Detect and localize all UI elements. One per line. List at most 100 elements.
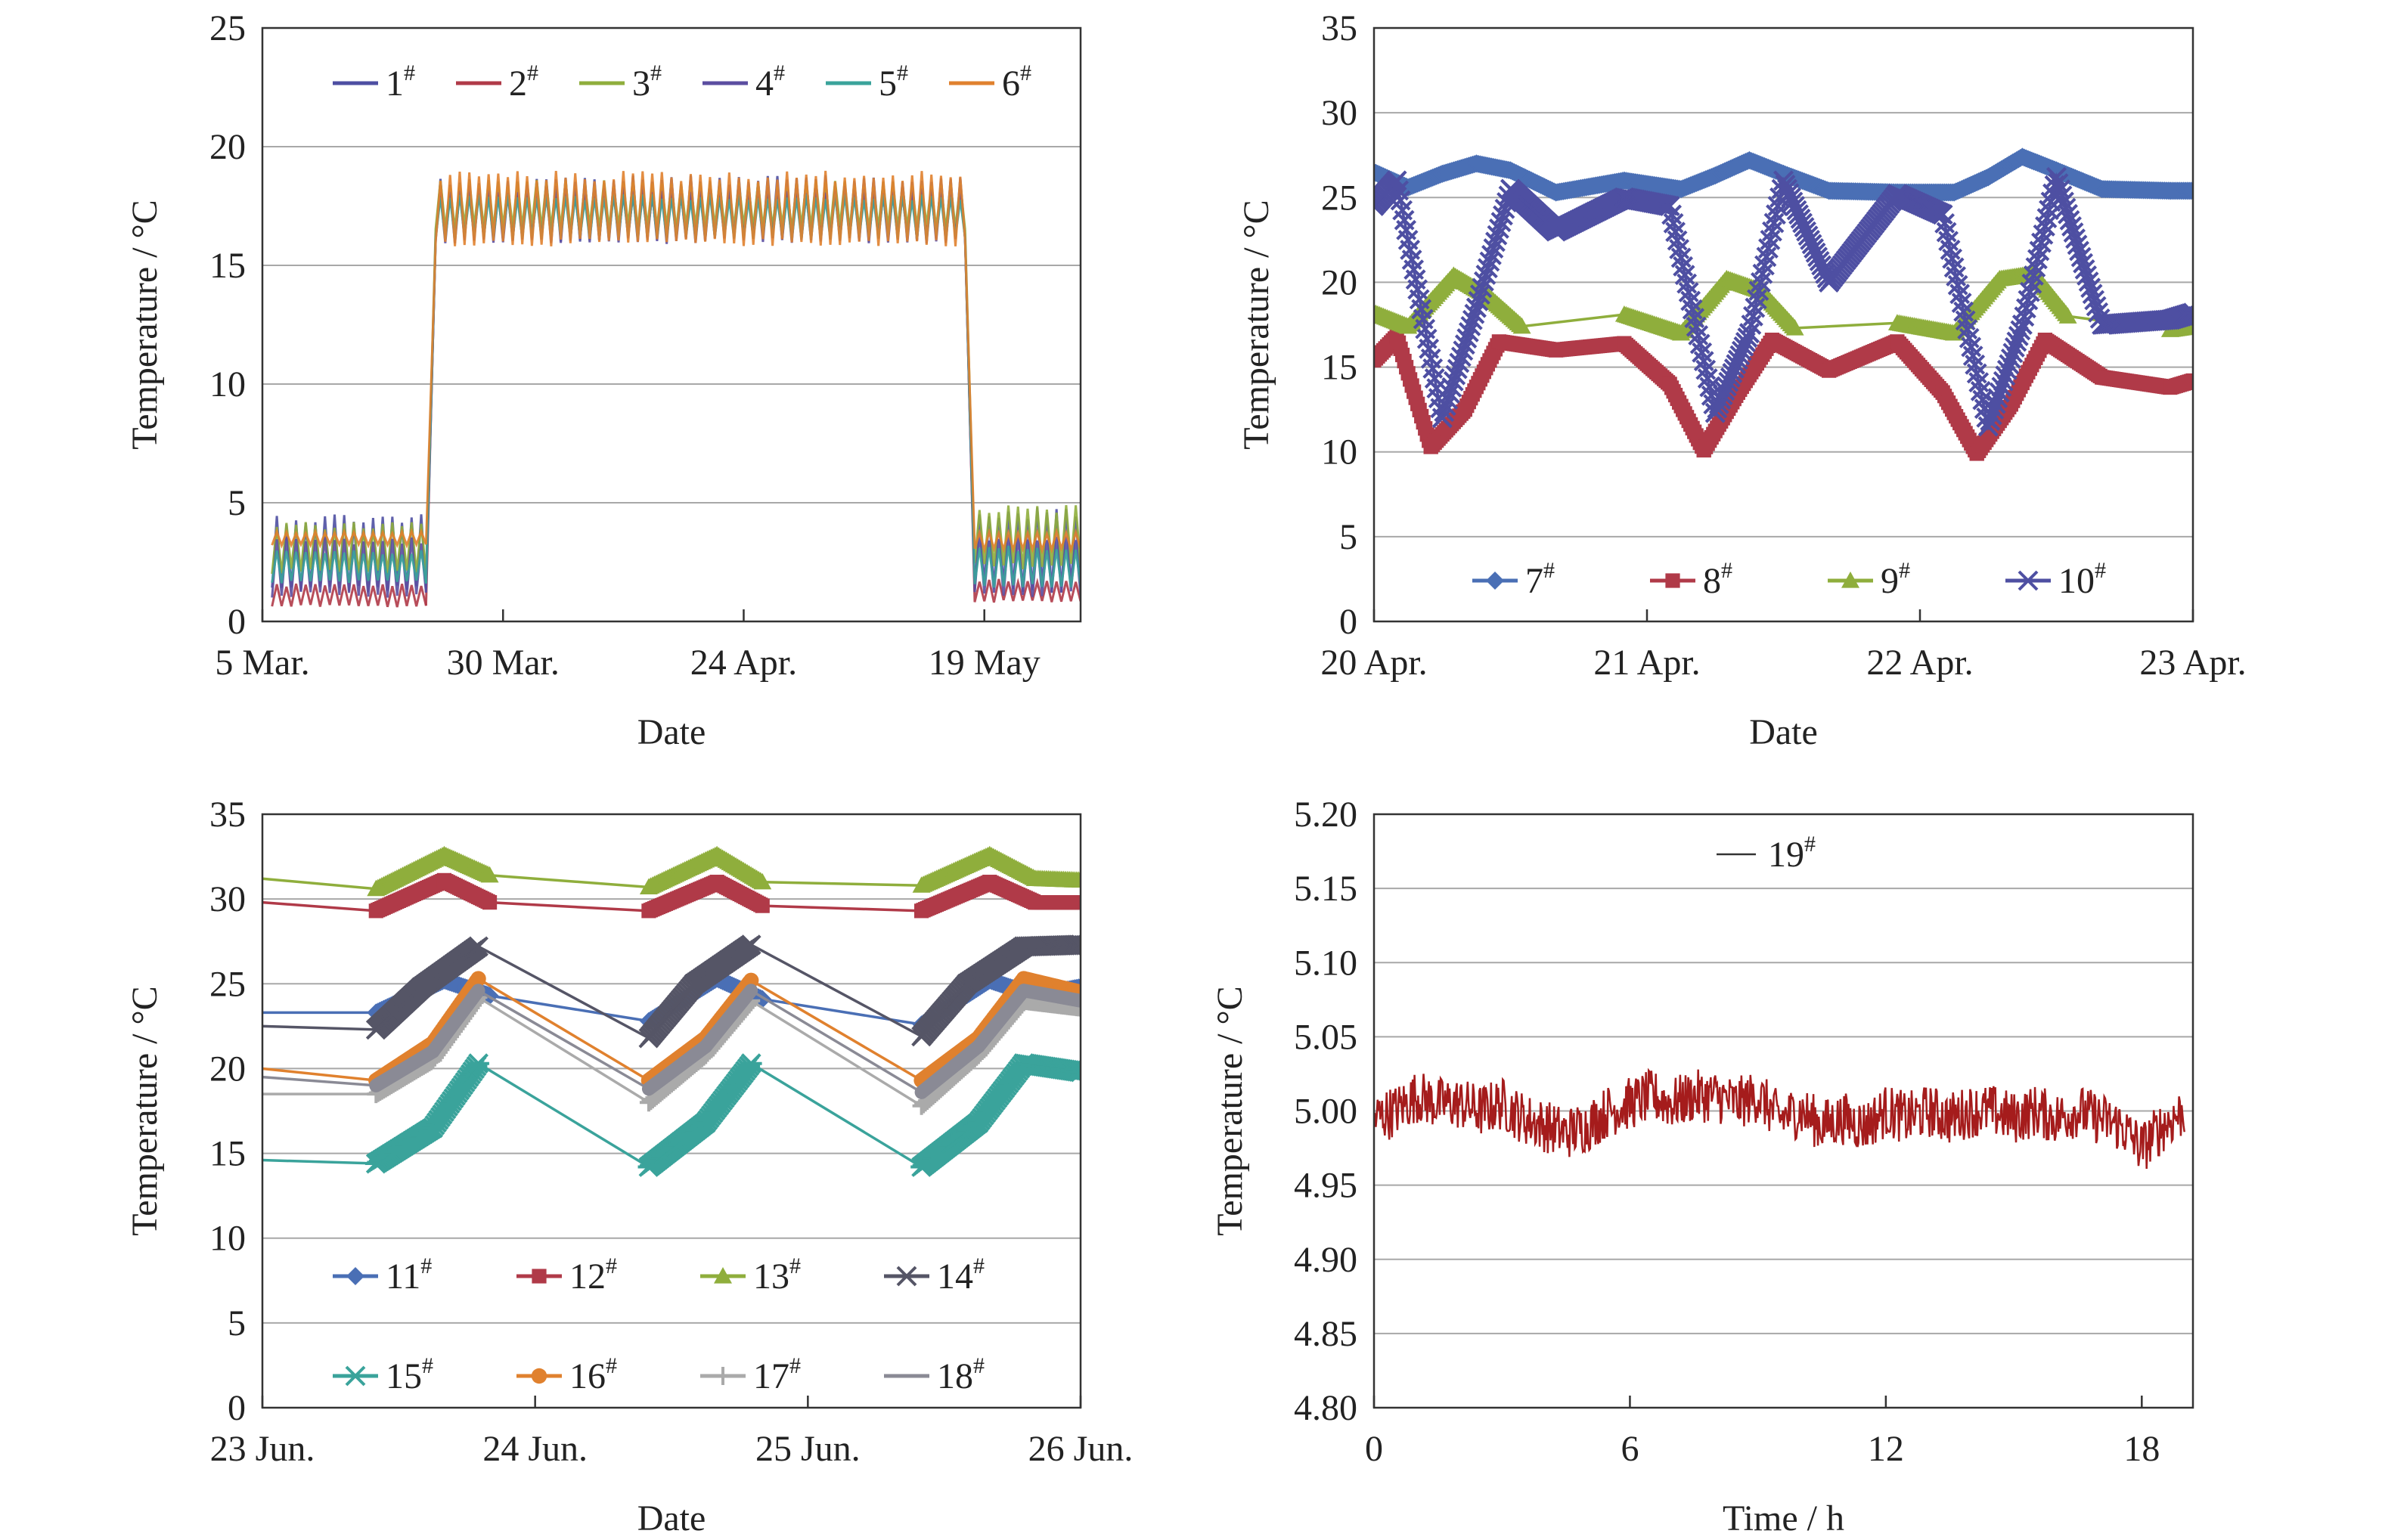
legend-label: 6# (1002, 60, 1031, 104)
y-tick-label: 35 (209, 795, 246, 835)
series-9-marker (1785, 318, 1804, 336)
y-tick-label: 25 (209, 964, 246, 1004)
legend-label: 2# (509, 60, 538, 104)
series-18-band (641, 1040, 713, 1096)
series-10-marker (1991, 376, 2012, 398)
y-tick-label: 5 (228, 1303, 246, 1343)
legend-item: 4# (703, 60, 785, 104)
y-tick-label: 4.80 (1294, 1388, 1357, 1428)
legend: 1# 2# 3# 4# 5# 6# (333, 60, 1031, 104)
legend-label: 5# (879, 60, 908, 104)
series-18-band (369, 1045, 440, 1092)
legend-item: 18# (884, 1353, 985, 1396)
y-tick-label: 35 (1321, 8, 1357, 48)
series-10-marker (1475, 265, 1497, 285)
series-10-marker (2074, 259, 2095, 280)
series-10-marker (2050, 179, 2070, 200)
series-14-marker (740, 934, 761, 956)
series-10-marker (1435, 395, 1456, 417)
legend-label: 10# (2058, 558, 2106, 601)
x-tick-label: 20 Apr. (1320, 643, 1427, 683)
x-tick-label: 25 Jun. (755, 1429, 861, 1469)
y-tick-label: 0 (1339, 602, 1357, 642)
legend-marker (346, 1267, 364, 1285)
y-tick-label: 10 (209, 1219, 246, 1259)
series-10-marker (1431, 407, 1453, 429)
series-10-marker (1993, 370, 2014, 392)
x-axis-label: Date (637, 712, 706, 752)
series-10-marker (1985, 393, 2006, 414)
series-10-marker (1493, 205, 1513, 226)
x-tick-label: 19 May (929, 643, 1041, 683)
series-15-marker (1069, 1061, 1081, 1083)
series-10-marker (2063, 222, 2084, 243)
series-10-marker (2054, 191, 2074, 212)
series-15-marker (467, 1053, 489, 1074)
series-6-line (963, 239, 1081, 555)
series-10-marker (2070, 246, 2092, 268)
series-16-marker (470, 971, 486, 987)
legend-marker (2018, 570, 2039, 591)
x-axis-label: Time / h (1723, 1498, 1844, 1538)
series-13-marker (753, 872, 772, 890)
series-7-marker (2184, 181, 2193, 200)
series-10-marker (2000, 348, 2021, 369)
legend-marker (532, 1269, 547, 1284)
legend-item: 3# (579, 60, 662, 104)
plot-frame (1372, 813, 2194, 1409)
series-10-marker (1456, 328, 1478, 349)
x-tick-label: 21 Apr. (1593, 643, 1700, 683)
series-10-marker (1468, 290, 1489, 311)
x-axis-label: Date (637, 1498, 706, 1538)
legend-marker (1665, 573, 1680, 588)
series-3-line (271, 522, 427, 575)
series-10-marker (1489, 218, 1509, 239)
series-10-marker (1987, 388, 2008, 409)
series-9-marker (2184, 317, 2193, 334)
series-18-band (914, 1040, 985, 1099)
series-10-marker (1472, 277, 1493, 299)
series-10-marker (1989, 382, 2010, 403)
legend-item: 12# (516, 1253, 617, 1297)
y-tick-label: 5.00 (1294, 1092, 1357, 1132)
series-6-line (271, 528, 427, 549)
legend: 19# (1717, 832, 1816, 875)
legend-marker (896, 1266, 917, 1287)
y-tick-label: 10 (1321, 432, 1357, 473)
series-10-marker (1469, 284, 1490, 305)
x-tick-label: 0 (1365, 1429, 1383, 1469)
y-tick-label: 0 (228, 602, 246, 642)
plot-frame (1372, 26, 2194, 623)
y-tick-label: 15 (209, 246, 246, 286)
series-10-marker (1454, 334, 1475, 355)
legend-item: 5# (826, 60, 908, 104)
y-tick-label: 4.85 (1294, 1314, 1357, 1354)
series-10-marker (1439, 383, 1460, 404)
legend-item: 7# (1472, 558, 1555, 601)
chart-panel-4: 4.80 4.85 4.90 4.95 5.00 5.05 5.10 5.15 5.20 0 6 12… (1210, 795, 2194, 1538)
legend-label: 8# (1703, 558, 1732, 601)
series-10-marker (1464, 303, 1485, 324)
series-18-band (699, 984, 758, 1054)
series-10-marker (2069, 240, 2089, 262)
y-tick-label: 5 (1339, 517, 1357, 557)
series-10-marker (2048, 173, 2069, 194)
legend-label: 1# (386, 60, 415, 104)
y-tick-label: 5 (228, 483, 246, 523)
legend-label: 3# (632, 60, 662, 104)
series-10-marker (1483, 238, 1504, 259)
y-tick-label: 0 (228, 1388, 246, 1428)
series-13-marker (1072, 871, 1081, 888)
series-10-marker (1438, 389, 1459, 410)
legend-item: 17# (700, 1353, 801, 1396)
series-8-marker (2185, 373, 2193, 389)
series-10-marker (2059, 209, 2080, 231)
plot-area (262, 814, 1081, 1408)
series-10-marker (1453, 340, 1474, 361)
series-10-marker (2006, 331, 2027, 352)
legend-label: 12# (569, 1253, 617, 1297)
x-tick-label: 22 Apr. (1866, 643, 1973, 683)
series-10-marker (2078, 271, 2099, 293)
legend-marker (344, 1365, 367, 1387)
series-10-marker (1449, 352, 1470, 373)
